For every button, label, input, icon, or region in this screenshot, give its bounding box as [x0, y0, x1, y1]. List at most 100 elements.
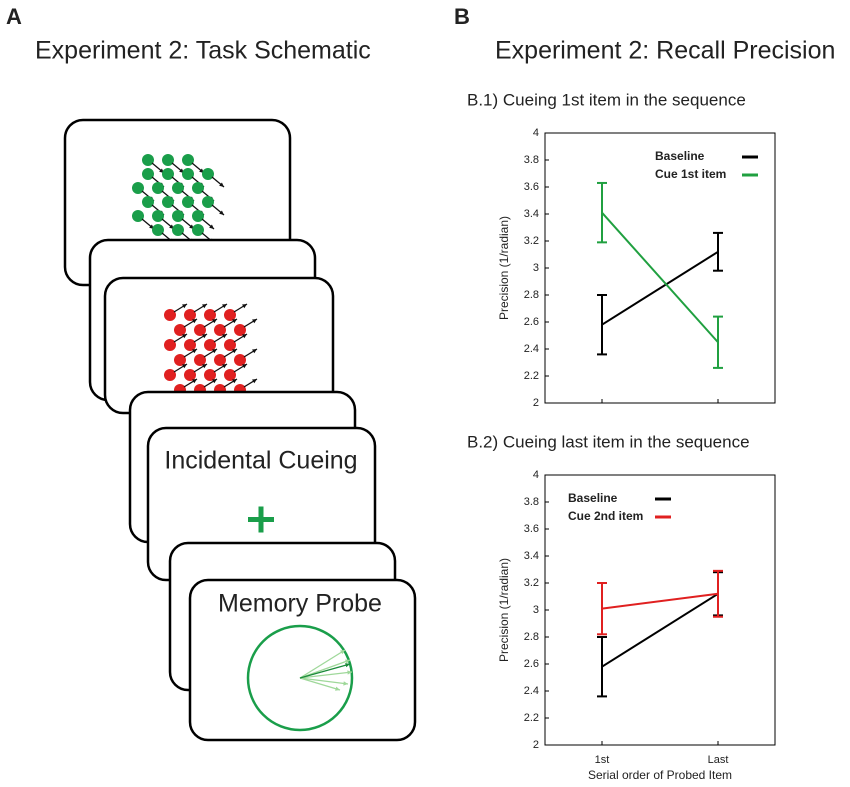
- arrow-head: [222, 304, 227, 309]
- dot: [184, 339, 196, 351]
- legend-label: Baseline: [655, 149, 705, 163]
- dot: [202, 196, 214, 208]
- x-axis-label: Serial order of Probed Item: [588, 768, 732, 782]
- arrow-head: [252, 379, 257, 384]
- dot: [172, 182, 184, 194]
- chart-title: B.2) Cueing last item in the sequence: [467, 432, 750, 451]
- arrow-head: [202, 304, 207, 309]
- dot: [182, 196, 194, 208]
- dot: [184, 309, 196, 321]
- panel-title: Experiment 2: Task Schematic: [35, 37, 371, 65]
- arrow-head: [232, 349, 237, 354]
- y-tick-label: 3.2: [524, 577, 539, 589]
- dot: [204, 369, 216, 381]
- arrow-head: [192, 319, 197, 324]
- arrow-head: [242, 334, 247, 339]
- arrow-head: [182, 364, 187, 369]
- dot: [174, 324, 186, 336]
- dot: [202, 168, 214, 180]
- dot: [164, 309, 176, 321]
- arrow-head: [202, 364, 207, 369]
- arrow-head: [212, 379, 217, 384]
- arrow-head: [242, 364, 247, 369]
- arrow: [299, 677, 341, 691]
- dot: [192, 224, 204, 236]
- arrow-head: [252, 319, 257, 324]
- y-tick-label: 2.8: [524, 631, 539, 643]
- arrow-head: [347, 670, 352, 675]
- arrow-head: [335, 686, 340, 691]
- dot: [224, 339, 236, 351]
- y-axis-label: Precision (1/radian): [497, 558, 511, 662]
- dot: [214, 324, 226, 336]
- arrow-head: [345, 663, 350, 668]
- y-tick-label: 2.6: [524, 316, 539, 328]
- dot: [182, 154, 194, 166]
- arrow: [299, 671, 353, 679]
- arrow-head: [340, 650, 345, 655]
- y-tick-label: 2.2: [524, 370, 539, 382]
- dot: [194, 354, 206, 366]
- panel-label: A: [6, 4, 22, 29]
- arrow-head: [219, 210, 224, 215]
- dot: [234, 324, 246, 336]
- dot: [194, 324, 206, 336]
- dot: [142, 168, 154, 180]
- y-tick-label: 3.2: [524, 235, 539, 247]
- series-line: [601, 592, 719, 610]
- arrow-head: [182, 334, 187, 339]
- dot: [224, 309, 236, 321]
- arrow-head: [252, 349, 257, 354]
- arrow-head: [219, 182, 224, 187]
- arrow-head: [209, 224, 214, 229]
- series-line: [601, 211, 719, 343]
- arrow-head: [232, 319, 237, 324]
- schematic: Incidental Cueing Memory Probe: [63, 118, 417, 742]
- dot: [152, 224, 164, 236]
- y-tick-label: 2: [533, 397, 539, 409]
- y-tick-label: 3: [533, 262, 539, 274]
- arrow-head: [192, 379, 197, 384]
- series-line: [601, 250, 719, 326]
- dot: [172, 224, 184, 236]
- dot: [174, 354, 186, 366]
- legend-label: Cue 1st item: [655, 167, 726, 181]
- arrow: [299, 649, 346, 679]
- chart-title: B.1) Cueing 1st item in the sequence: [467, 90, 746, 109]
- arrow-head: [345, 659, 350, 664]
- dot: [214, 354, 226, 366]
- x-tick-label: Last: [708, 754, 729, 766]
- probe-circle: [246, 624, 354, 732]
- dot: [192, 210, 204, 222]
- dot: [164, 369, 176, 381]
- y-axis-label: Precision (1/radian): [497, 216, 511, 320]
- dot: [204, 339, 216, 351]
- dot: [182, 168, 194, 180]
- card: [188, 578, 417, 742]
- dot: [162, 154, 174, 166]
- dot: [234, 354, 246, 366]
- y-tick-label: 3.6: [524, 523, 539, 535]
- dot: [142, 154, 154, 166]
- arrow-head: [222, 334, 227, 339]
- arrow-head: [222, 364, 227, 369]
- plus: [258, 506, 264, 533]
- series-line: [601, 592, 719, 668]
- arrow-head: [212, 349, 217, 354]
- dot: [204, 309, 216, 321]
- x-tick-label: 1st: [595, 754, 610, 766]
- y-tick-label: 2.4: [524, 343, 539, 355]
- dot: [142, 196, 154, 208]
- arrow-head: [192, 349, 197, 354]
- dot: [172, 210, 184, 222]
- panel-label: B: [454, 4, 470, 29]
- arrow-head: [242, 304, 247, 309]
- card-text: Memory Probe: [218, 590, 382, 618]
- y-tick-label: 4: [533, 127, 539, 139]
- dot: [152, 182, 164, 194]
- y-tick-label: 2.8: [524, 289, 539, 301]
- legend-label: Baseline: [568, 491, 618, 505]
- y-tick-label: 2: [533, 739, 539, 751]
- charts: B.1) Cueing 1st item in the sequence Prec…: [467, 90, 776, 782]
